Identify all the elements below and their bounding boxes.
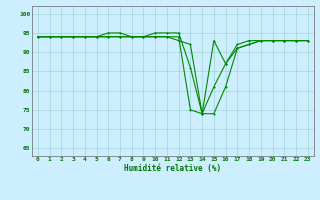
- X-axis label: Humidité relative (%): Humidité relative (%): [124, 164, 221, 173]
